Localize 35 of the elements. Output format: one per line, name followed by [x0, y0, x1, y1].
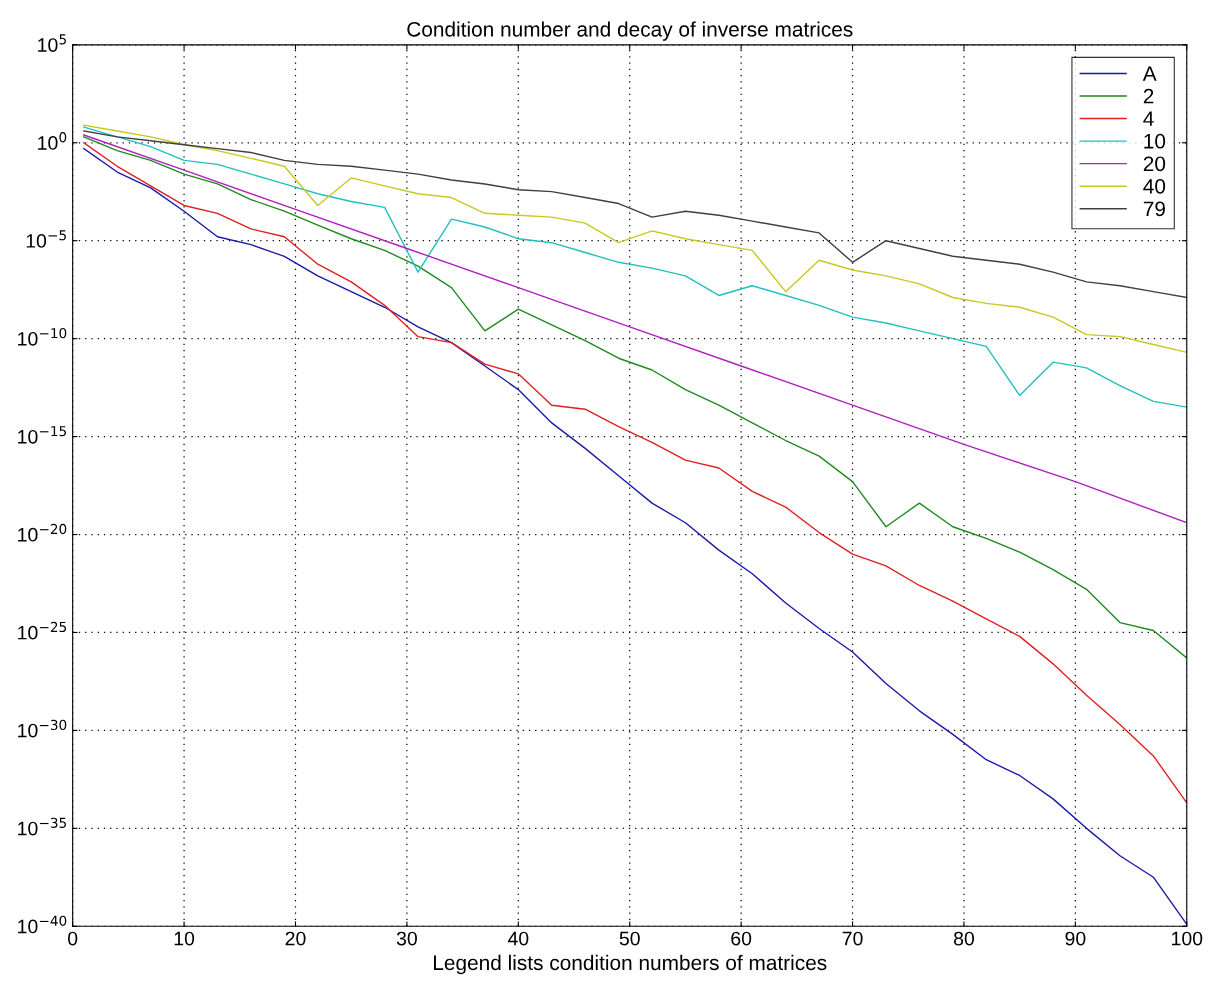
- legend-label: 2: [1143, 88, 1154, 104]
- y-tick-label: 10$^{−20}$: [18, 523, 67, 542]
- y-tick-label: 10$^{−35}$: [18, 817, 67, 836]
- legend-label: 79: [1143, 201, 1165, 217]
- x-tick-label: 100: [1172, 931, 1203, 946]
- x-tick-label: 50: [619, 931, 640, 946]
- x-axis-title: Legend lists condition numbers of matrices: [434, 954, 827, 975]
- legend-label: 10: [1144, 133, 1166, 149]
- legend-label: 4: [1143, 111, 1154, 126]
- x-tick-label: 70: [842, 931, 863, 946]
- x-tick-label: 90: [1065, 931, 1086, 946]
- x-tick-label: 0: [68, 931, 78, 946]
- x-tick-label: 40: [507, 931, 529, 946]
- y-tick-label: 10$^{0}$: [38, 132, 67, 150]
- line-series: [83, 130, 1187, 299]
- y-tick-label: 10$^{5}$: [38, 34, 66, 52]
- x-tick-label: 20: [285, 931, 306, 946]
- x-tick-label: 80: [953, 931, 975, 946]
- legend-label: 40: [1143, 178, 1166, 194]
- y-tick-label: 10$^{−5}$: [26, 230, 66, 248]
- line-series: [83, 126, 1187, 408]
- y-tick-label: 10$^{−25}$: [18, 621, 67, 640]
- x-tick-label: 10: [174, 931, 195, 946]
- y-tick-label: 10$^{−30}$: [18, 719, 67, 738]
- legend-label: A: [1142, 66, 1157, 81]
- x-tick-label: 60: [731, 931, 752, 946]
- x-tick-label: 30: [396, 931, 417, 946]
- chart-title: Condition number and decay of inverse matrices: [407, 21, 853, 41]
- y-tick-label: 10$^{−10}$: [18, 327, 67, 346]
- y-tick-label: 10$^{−15}$: [18, 426, 67, 444]
- line-series: [83, 134, 1187, 524]
- line-series: [83, 147, 1187, 926]
- y-tick-label: 10$^{−40}$: [18, 915, 67, 934]
- legend-label: 20: [1143, 156, 1166, 172]
- line-series: [83, 124, 1187, 354]
